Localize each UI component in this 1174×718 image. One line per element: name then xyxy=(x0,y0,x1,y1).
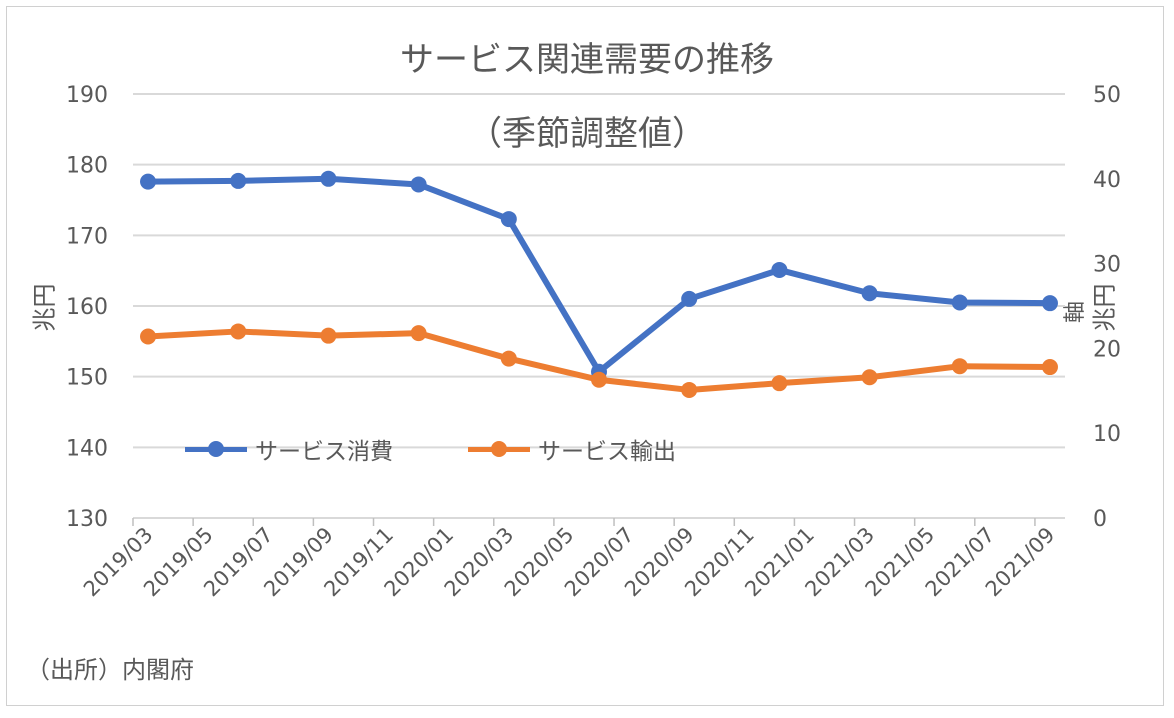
data-point-1 xyxy=(951,294,968,311)
data-point-1 xyxy=(861,285,878,302)
y2-tick-label: 0 xyxy=(1093,507,1107,532)
y2-tick-label: 10 xyxy=(1093,422,1121,447)
y2-tick-label: 50 xyxy=(1093,83,1121,108)
y-tick-label: 190 xyxy=(66,83,108,108)
legend-item-exports: サービス輸出 xyxy=(468,432,676,466)
data-point-2 xyxy=(951,358,968,375)
data-point-1 xyxy=(410,176,427,193)
data-point-2 xyxy=(591,371,607,388)
data-point-1 xyxy=(320,170,337,187)
data-point-2 xyxy=(1041,359,1058,376)
data-point-2 xyxy=(500,350,517,367)
data-point-1 xyxy=(771,261,788,278)
y-tick-label: 130 xyxy=(66,507,108,532)
y2-tick-label: 40 xyxy=(1093,168,1121,193)
data-point-1 xyxy=(1041,295,1058,312)
data-point-2 xyxy=(861,369,878,386)
chart-subtitle: （季節調整値） xyxy=(468,114,706,154)
data-point-1 xyxy=(500,211,517,228)
data-point-2 xyxy=(681,381,698,398)
data-point-2 xyxy=(771,375,788,392)
data-point-1 xyxy=(681,290,698,307)
data-point-1 xyxy=(140,173,157,190)
data-point-2 xyxy=(320,327,337,344)
data-point-2 xyxy=(230,323,247,340)
chart-frame xyxy=(6,6,1164,706)
y2-tick-label: 30 xyxy=(1093,253,1121,278)
y-tick-label: 140 xyxy=(66,436,108,461)
data-point-2 xyxy=(140,328,157,345)
source-note: （出所）内閣府 xyxy=(26,656,194,684)
legend-label: サービス輸出 xyxy=(538,439,676,465)
y-tick-label: 170 xyxy=(66,224,108,249)
legend-marker-blue xyxy=(185,440,247,457)
chart-title: サービス関連需要の推移 xyxy=(400,40,774,80)
data-point-1 xyxy=(230,172,247,189)
legend-item-consumption: サービス消費 xyxy=(185,432,393,466)
data-point-2 xyxy=(410,325,427,342)
series-line-1 xyxy=(148,175,1050,375)
legend-marker-orange xyxy=(468,440,530,457)
legend-label: サービス消費 xyxy=(255,439,393,465)
y-tick-label: 150 xyxy=(66,366,108,391)
y-tick-label: 180 xyxy=(66,154,108,179)
y-tick-label: 160 xyxy=(66,295,108,320)
y2-tick-label: 20 xyxy=(1093,337,1121,362)
